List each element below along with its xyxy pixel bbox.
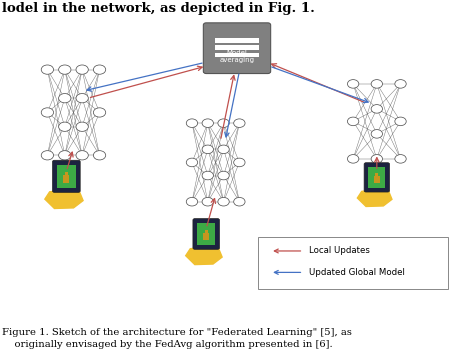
Circle shape: [218, 119, 229, 127]
Bar: [64, 175, 69, 183]
Circle shape: [395, 117, 406, 126]
Text: lodel in the network, as depicted in Fig. 1.: lodel in the network, as depicted in Fig…: [2, 2, 315, 15]
Circle shape: [41, 108, 54, 117]
Polygon shape: [357, 189, 392, 206]
Circle shape: [59, 65, 71, 74]
Circle shape: [395, 155, 406, 163]
Circle shape: [218, 171, 229, 180]
Circle shape: [93, 108, 106, 117]
Circle shape: [41, 151, 54, 160]
FancyBboxPatch shape: [364, 163, 390, 192]
Circle shape: [371, 105, 383, 113]
Bar: [65, 172, 68, 175]
Circle shape: [59, 122, 71, 131]
Bar: [197, 223, 215, 245]
FancyBboxPatch shape: [53, 160, 80, 192]
Circle shape: [93, 151, 106, 160]
FancyBboxPatch shape: [203, 23, 271, 74]
Text: Model
averaging: Model averaging: [219, 50, 255, 63]
Circle shape: [371, 80, 383, 88]
Text: Local Updates: Local Updates: [309, 246, 370, 256]
Circle shape: [347, 117, 359, 126]
Circle shape: [41, 65, 54, 74]
Circle shape: [234, 197, 245, 206]
Circle shape: [218, 197, 229, 206]
Bar: [375, 174, 378, 176]
Circle shape: [93, 65, 106, 74]
Bar: [205, 230, 208, 233]
Circle shape: [59, 94, 71, 103]
Bar: [215, 45, 259, 50]
Bar: [215, 38, 259, 42]
Bar: [57, 165, 76, 188]
Circle shape: [76, 151, 88, 160]
FancyBboxPatch shape: [193, 218, 219, 249]
Circle shape: [371, 155, 383, 163]
Bar: [258, 237, 448, 289]
Circle shape: [202, 145, 213, 154]
Circle shape: [76, 94, 88, 103]
Circle shape: [202, 119, 213, 127]
Circle shape: [395, 80, 406, 88]
Circle shape: [202, 171, 213, 180]
Circle shape: [202, 197, 213, 206]
Text: Figure 1. Sketch of the architecture for "Federated Learning" [5], as: Figure 1. Sketch of the architecture for…: [2, 328, 352, 337]
Circle shape: [76, 65, 88, 74]
Circle shape: [218, 145, 229, 154]
Polygon shape: [186, 246, 222, 265]
Polygon shape: [45, 189, 83, 208]
Circle shape: [347, 80, 359, 88]
Text: originally envisaged by the FedAvg algorithm presented in [6].: originally envisaged by the FedAvg algor…: [2, 340, 333, 349]
Bar: [368, 167, 385, 188]
Circle shape: [186, 197, 198, 206]
Circle shape: [76, 122, 88, 131]
Text: Updated Global Model: Updated Global Model: [309, 268, 405, 277]
Circle shape: [59, 151, 71, 160]
Bar: [203, 233, 209, 240]
Circle shape: [234, 119, 245, 127]
Circle shape: [186, 158, 198, 167]
Circle shape: [347, 155, 359, 163]
Circle shape: [371, 130, 383, 138]
Bar: [215, 53, 259, 57]
Circle shape: [186, 119, 198, 127]
Circle shape: [234, 158, 245, 167]
Bar: [374, 176, 380, 183]
